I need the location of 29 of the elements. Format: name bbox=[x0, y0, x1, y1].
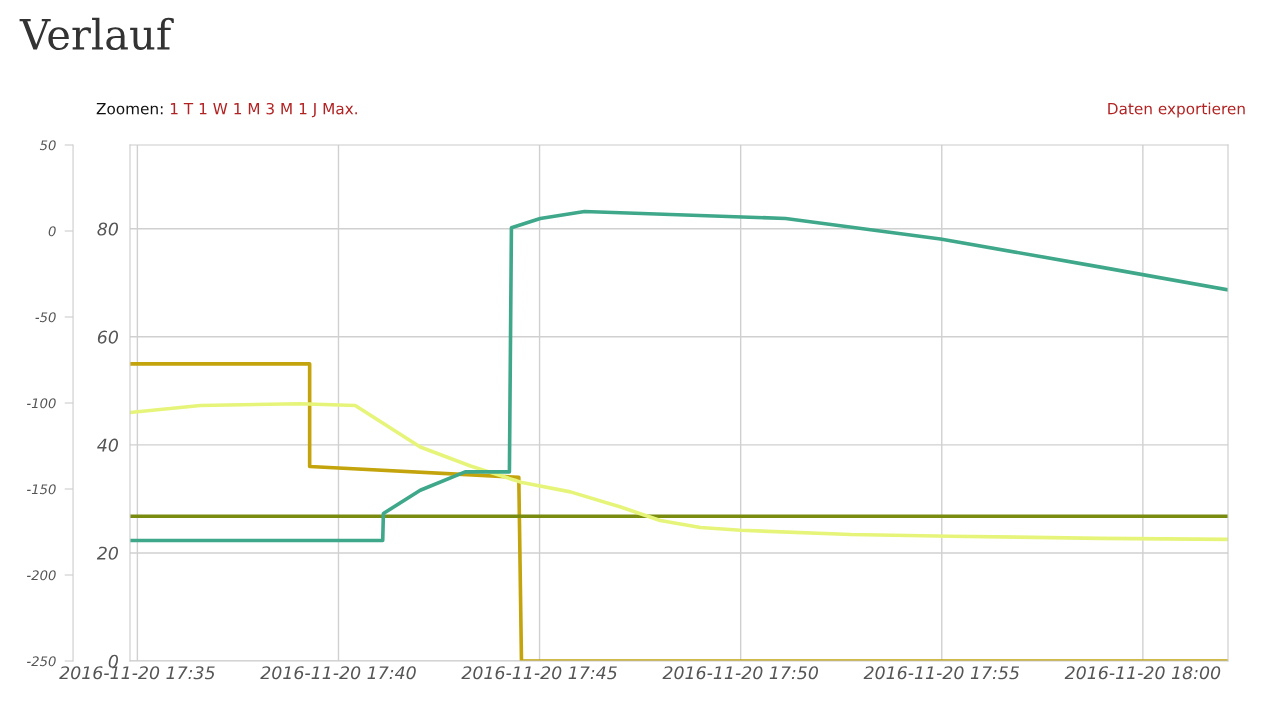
text: Max. bbox=[323, 103, 357, 115]
text: 1 J bbox=[299, 103, 316, 118]
y2-tick-label: -250 bbox=[27, 656, 56, 667]
y2-tick-label: -150 bbox=[27, 484, 56, 495]
text: 1 M bbox=[234, 103, 260, 115]
y2-tick-label: -100 bbox=[27, 398, 56, 409]
line-series bbox=[130, 402, 1228, 542]
text: Zoomen: bbox=[96, 103, 163, 115]
x-tick-label: 2016-11-20 17:40 bbox=[260, 666, 416, 680]
chart-title: Verlauf bbox=[19, 17, 174, 51]
x-tick-label: 2016-11-20 17:45 bbox=[461, 666, 617, 680]
y-tick-label: 0 bbox=[108, 654, 119, 668]
text: 1 T bbox=[170, 103, 194, 115]
y-tick-label: 40 bbox=[97, 438, 119, 452]
y2-tick-label: -50 bbox=[35, 312, 56, 323]
x-tick-label: 2016-11-20 17:35 bbox=[59, 666, 215, 680]
y-tick-label: 20 bbox=[96, 546, 119, 560]
y-tick-label: 60 bbox=[97, 330, 119, 344]
y-tick-label: 80 bbox=[97, 222, 119, 236]
text: Daten exportieren bbox=[1108, 102, 1245, 118]
text: 1 W bbox=[199, 103, 228, 115]
y2-tick-label: 0 bbox=[48, 226, 56, 237]
x-tick-label: 2016-11-20 18:00 bbox=[1064, 666, 1221, 680]
x-tick-label: 2016-11-20 17:50 bbox=[662, 666, 819, 680]
line-series bbox=[130, 209, 1228, 543]
x-tick-label: 2016-11-20 17:55 bbox=[863, 666, 1020, 680]
text: 3 M bbox=[266, 102, 292, 115]
y2-tick-label: -200 bbox=[27, 570, 56, 581]
y2-tick-label: 50 bbox=[39, 140, 56, 151]
